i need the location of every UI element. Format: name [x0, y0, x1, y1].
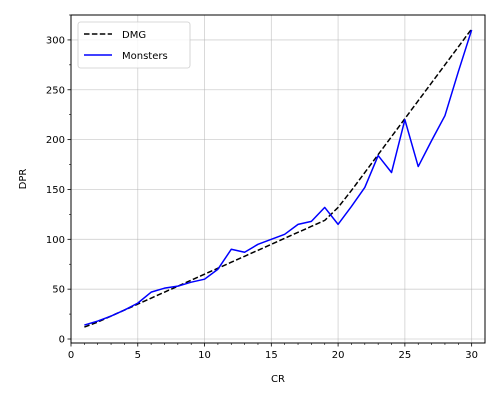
x-tick-label: 10 [198, 350, 211, 361]
x-axis-label: CR [271, 374, 285, 385]
x-tick-label: 20 [332, 350, 345, 361]
y-tick-label: 200 [46, 135, 65, 146]
y-tick-label: 0 [59, 335, 65, 346]
legend: DMG Monsters [78, 22, 190, 68]
x-tick-label: 15 [265, 350, 278, 361]
x-tick-label: 5 [135, 350, 141, 361]
x-tick-label: 30 [465, 350, 478, 361]
y-tick-label: 100 [46, 235, 65, 246]
y-tick-label: 300 [46, 35, 65, 46]
y-tick-label: 250 [46, 85, 65, 96]
y-tick-label: 50 [52, 285, 65, 296]
legend-label: Monsters [122, 51, 168, 62]
y-axis-label: DPR [18, 169, 29, 190]
x-tick-label: 25 [399, 350, 412, 361]
y-tick-label: 150 [46, 185, 65, 196]
legend-label: DMG [122, 30, 146, 41]
x-tick-label: 0 [68, 350, 74, 361]
